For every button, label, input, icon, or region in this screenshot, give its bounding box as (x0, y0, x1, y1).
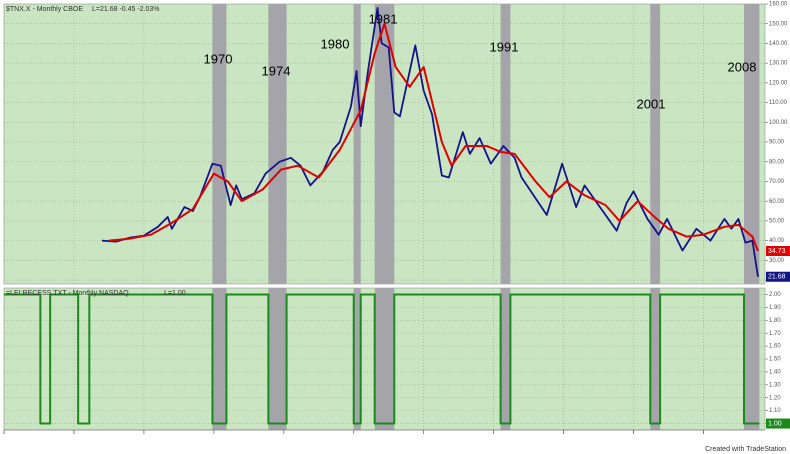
recession-band (374, 288, 395, 430)
series-line (108, 22, 759, 252)
y-tick-label: 1.60 (769, 344, 781, 350)
y-tick-label: 1.20 (769, 395, 781, 401)
y-tick-label: 150.00 (769, 21, 788, 27)
y-tick-label: 50.00 (769, 218, 785, 224)
recession-band (500, 4, 511, 284)
y-tick-label: 90.00 (769, 140, 785, 146)
y-tick-label: 1.70 (769, 331, 781, 337)
recession-band (268, 4, 287, 284)
annotation: 1970 (204, 51, 233, 66)
annotation: 1980 (321, 36, 350, 51)
last-value-label: 1.00 (768, 420, 782, 427)
y-tick-label: 120.00 (769, 80, 788, 86)
footer: Created with TradeStation (705, 446, 786, 453)
y-tick-label: 30.00 (769, 258, 785, 264)
last-value-box (766, 246, 790, 257)
panel-subtitle: L=1.00 (164, 290, 186, 297)
annotation: 1991 (490, 39, 519, 54)
y-tick-label: 1.40 (769, 369, 781, 375)
recession-band (353, 4, 361, 284)
annotation: 1974 (262, 63, 291, 78)
recession-band (744, 4, 760, 284)
annotation: 2008 (728, 59, 757, 74)
recession-band (212, 288, 227, 430)
annotation: 2001 (637, 96, 666, 111)
annotation: 1981 (369, 11, 398, 26)
y-tick-label: 130.00 (769, 61, 788, 67)
panel-subtitle: L=21.68 -0.45 -2.03% (92, 6, 160, 13)
y-tick-label: 70.00 (769, 179, 785, 185)
last-value-box (766, 418, 790, 429)
y-tick-label: 2.00 (769, 292, 781, 298)
last-value-label: 34.73 (768, 248, 786, 255)
y-tick-label: 1.50 (769, 357, 781, 363)
y-tick-label: 100.00 (769, 120, 788, 126)
recession-band (212, 4, 227, 284)
y-tick-label: 1.10 (769, 408, 781, 414)
y-tick-label: 110.00 (769, 100, 788, 106)
y-tick-label: 1.30 (769, 382, 781, 388)
series-line (101, 7, 759, 277)
y-tick-label: 1.80 (769, 318, 781, 324)
y-tick-label: 80.00 (769, 159, 785, 165)
y-tick-label: 60.00 (769, 199, 785, 205)
series-line (4, 293, 760, 425)
recession-band (650, 4, 661, 284)
last-value-box (766, 271, 790, 282)
recession-band (374, 4, 395, 284)
recession-band (353, 288, 361, 430)
panel-title: =LEI:RECESS.TXT - Monthly NASDAQ (6, 290, 129, 297)
last-value-label: 21.68 (768, 274, 786, 281)
y-tick-label: 140.00 (769, 41, 788, 47)
y-tick-label: 40.00 (769, 238, 785, 244)
y-tick-label: 1.90 (769, 305, 781, 311)
panel-title: $TNX.X - Monthly CBOE (6, 6, 83, 13)
y-tick-label: 160.00 (769, 2, 788, 8)
